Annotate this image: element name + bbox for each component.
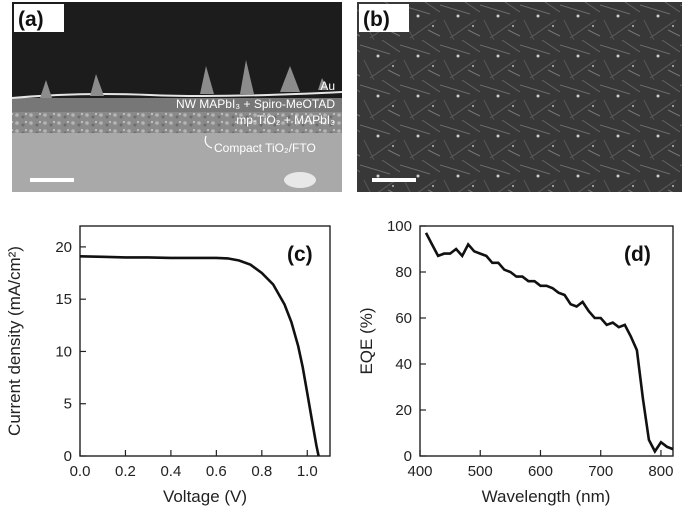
y-tick-label-c: 10 [55, 343, 72, 360]
y-axis-label-c: Current density (mA/cm²) [5, 246, 24, 436]
panel-tag-a-bg [14, 4, 64, 32]
mp-layer [12, 112, 342, 133]
panel-a: (a) Au NW MAPbI₃ + Spiro-MeOTAD mp-TiO₂ … [11, 2, 343, 192]
panel-tag-b-bg [359, 4, 409, 32]
au-layer [11, 91, 343, 99]
scale-bar-b [372, 178, 416, 182]
x-tick-label-c: 0.0 [70, 463, 91, 480]
y-tick-label-d: 0 [404, 448, 412, 465]
y-tick-label-d: 40 [395, 356, 412, 373]
jv-curve [79, 255, 320, 457]
substrate-feature [284, 172, 316, 188]
layer-label-au: Au [320, 79, 335, 93]
panel-tag-b: (b) [363, 8, 390, 31]
x-tick-label-c: 0.4 [160, 463, 181, 480]
y-tick-label-d: 20 [395, 402, 412, 419]
compact-arrow [204, 135, 213, 149]
eqe-curve [424, 232, 674, 454]
y-tick-label-d: 80 [395, 264, 412, 281]
layer-label-compact: Compact TiO₂/FTO [214, 141, 316, 155]
y-tick-label-c: 20 [55, 239, 72, 256]
scale-bar-a [30, 178, 74, 182]
y-axis-label-d: EQE (%) [357, 307, 376, 374]
x-tick-label-c: 0.6 [206, 463, 227, 480]
x-tick-label-d: 800 [648, 463, 673, 480]
layer-label-mp: mp-TiO₂ + MAPbI₃ [236, 113, 335, 127]
x-tick-label-d: 400 [407, 463, 432, 480]
y-tick-label-d: 60 [395, 310, 412, 327]
x-tick-label-c: 0.2 [115, 463, 136, 480]
panel-b: (b) [357, 2, 682, 192]
x-axis-label-d: Wavelength (nm) [482, 487, 611, 506]
y-tick-label-c: 5 [64, 396, 72, 413]
layer-label-nw: NW MAPbI₃ + Spiro-MeOTAD [176, 97, 335, 111]
x-tick-label-d: 500 [468, 463, 493, 480]
sem-top-view-image [357, 2, 682, 192]
nw-layer [12, 98, 342, 112]
plot-frame-d [419, 225, 674, 457]
x-tick-label-d: 700 [588, 463, 613, 480]
x-tick-label-d: 600 [528, 463, 553, 480]
panel-tag-d: (d) [624, 243, 651, 266]
y-tick-label-c: 0 [64, 448, 72, 465]
nw-protrusions [40, 60, 328, 98]
panel-tag-a: (a) [18, 8, 44, 31]
x-axis-label-c: Voltage (V) [163, 487, 247, 506]
x-tick-label-c: 1.0 [297, 463, 318, 480]
plot-frame-c [79, 225, 331, 457]
y-tick-label-c: 15 [55, 291, 72, 308]
jv-chart: 0.0 0.2 0.4 0.6 0.8 1.0 0 5 10 15 20 (c) Voltage (… [5, 225, 331, 506]
panel-tag-c: (c) [287, 243, 313, 266]
eqe-chart: 400 500 600 700 800 0 20 40 60 80 100 (d) Waveleng… [357, 218, 674, 506]
x-tick-label-c: 0.8 [251, 463, 272, 480]
y-tick-label-d: 100 [387, 218, 412, 235]
